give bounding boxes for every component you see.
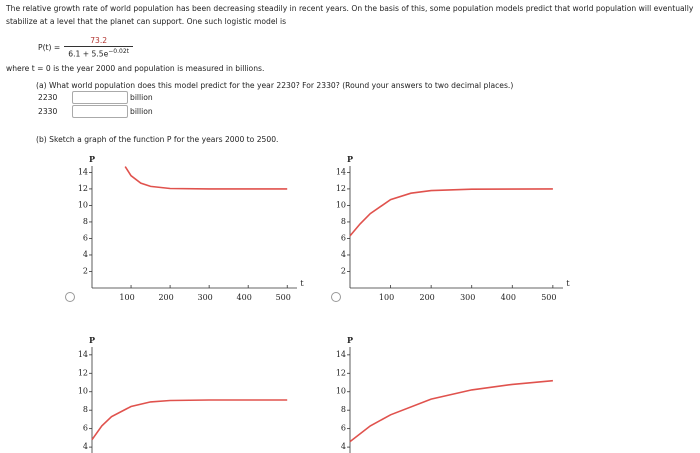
- y-tick-label: 14: [336, 350, 346, 359]
- y-tick-label: 10: [336, 387, 346, 396]
- y-tick-label: 12: [336, 184, 346, 193]
- unit-label: billion: [130, 107, 153, 116]
- y-tick-label: 14: [336, 167, 346, 176]
- where-text: where t = 0 is the year 2000 and populat…: [6, 64, 265, 73]
- curve: [91, 399, 288, 441]
- y-tick-label: 10: [336, 200, 346, 209]
- x-tick-label: 300: [460, 293, 475, 302]
- x-tick-label: 200: [420, 293, 435, 302]
- y-tick-label: 2: [83, 266, 88, 275]
- x-axis-label: t: [300, 279, 304, 288]
- radio-button[interactable]: [331, 292, 341, 302]
- curve: [124, 166, 288, 190]
- y-tick-label: 8: [341, 217, 346, 226]
- y-tick-label: 6: [83, 233, 88, 242]
- y-tick-label: 10: [78, 200, 88, 209]
- x-tick-label: 300: [198, 293, 213, 302]
- y-tick-label: 4: [83, 442, 88, 451]
- curve: [349, 379, 553, 443]
- y-axis-label: P: [347, 335, 353, 345]
- y-tick-label: 8: [83, 405, 88, 414]
- y-tick-label: 12: [78, 184, 88, 193]
- y-axis-label: P: [89, 335, 95, 345]
- curve: [349, 188, 553, 237]
- formula-lhs: P(t) =: [38, 42, 61, 52]
- year-label: 2230: [38, 93, 58, 102]
- x-tick-label: 400: [237, 293, 252, 302]
- y-tick-label: 4: [83, 250, 88, 259]
- x-tick-label: 400: [501, 293, 516, 302]
- answer-input[interactable]: [72, 91, 128, 104]
- x-tick-label: 100: [379, 293, 394, 302]
- denominator: 6.1 + 5.5e−0.02t: [64, 46, 134, 59]
- y-tick-label: 12: [78, 368, 88, 377]
- exponent: −0.02t: [108, 48, 130, 55]
- formula: P(t) = 73.2 6.1 + 5.5e−0.02t: [38, 36, 134, 59]
- part-a-question: (a) What world population does this mode…: [36, 81, 514, 90]
- y-tick-label: 6: [341, 424, 346, 433]
- x-tick-label: 200: [158, 293, 173, 302]
- x-tick-label: 500: [276, 293, 291, 302]
- y-axis-label: P: [347, 154, 353, 164]
- y-tick-label: 8: [83, 217, 88, 226]
- numerator: 73.2: [90, 36, 108, 45]
- y-tick-label: 14: [78, 350, 88, 359]
- y-tick-label: 14: [78, 167, 88, 176]
- y-tick-label: 4: [341, 250, 346, 259]
- y-tick-label: 12: [336, 368, 346, 377]
- radio-button[interactable]: [65, 292, 75, 302]
- y-axis-label: P: [89, 154, 95, 164]
- year-label: 2330: [38, 107, 58, 116]
- y-tick-label: 10: [78, 387, 88, 396]
- y-tick-label: 6: [341, 233, 346, 242]
- y-tick-label: 6: [83, 424, 88, 433]
- part-b-text: (b) Sketch a graph of the function P for…: [36, 135, 279, 144]
- denominator-base: 6.1 + 5.5e: [68, 49, 109, 59]
- y-tick-label: 8: [341, 405, 346, 414]
- unit-label: billion: [130, 93, 153, 102]
- x-tick-label: 500: [541, 293, 556, 302]
- intro-text: The relative growth rate of world popula…: [6, 4, 694, 26]
- y-tick-label: 2: [341, 266, 346, 275]
- x-axis-label: t: [566, 279, 570, 288]
- y-tick-label: 4: [341, 442, 346, 451]
- fraction: 73.2 6.1 + 5.5e−0.02t: [64, 36, 134, 59]
- answer-input[interactable]: [72, 105, 128, 118]
- x-tick-label: 100: [119, 293, 134, 302]
